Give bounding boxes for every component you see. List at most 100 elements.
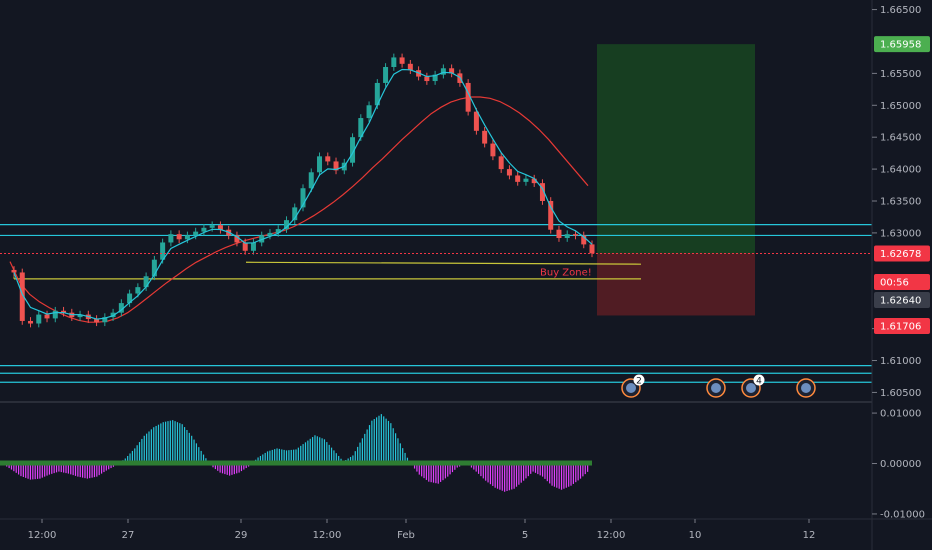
candle-body[interactable] (36, 314, 42, 324)
candle-body[interactable] (589, 244, 595, 254)
time-tick-label: 12 (803, 530, 816, 541)
price-tick-label: 1.64000 (880, 165, 921, 176)
candle-body[interactable] (19, 272, 25, 321)
candle-body[interactable] (572, 234, 578, 236)
candle-body[interactable] (473, 111, 479, 131)
candle-body[interactable] (275, 229, 281, 233)
event-marker[interactable]: 4 (741, 374, 765, 398)
candle-body[interactable] (523, 178, 529, 182)
time-tick-label: 27 (122, 530, 135, 541)
candle-body[interactable] (358, 118, 364, 138)
candle-body[interactable] (482, 130, 488, 144)
price-tag[interactable]: 1.61706 (874, 318, 930, 334)
candle-body[interactable] (366, 105, 372, 119)
candle-body[interactable] (110, 312, 116, 318)
price-tick-label: 1.66500 (880, 5, 921, 16)
candle-body[interactable] (184, 235, 190, 240)
candle-body[interactable] (564, 234, 570, 239)
price-tick-label: 1.65500 (880, 69, 921, 80)
candle-body[interactable] (283, 220, 289, 230)
trend-line-upper[interactable] (245, 261, 642, 265)
candle-body[interactable] (52, 310, 58, 319)
candle-body[interactable] (127, 293, 133, 304)
candle-body[interactable] (176, 234, 182, 240)
price-tag[interactable]: 00:56 (874, 274, 930, 290)
candle-body[interactable] (490, 143, 496, 157)
candle-body[interactable] (193, 231, 199, 236)
candle-body[interactable] (44, 314, 50, 319)
candle-body[interactable] (135, 287, 141, 294)
candle-body[interactable] (300, 188, 306, 208)
candle-body[interactable] (440, 68, 446, 75)
candle-body[interactable] (61, 310, 67, 313)
candle-body[interactable] (209, 225, 215, 228)
buy-zone-annotation[interactable]: Buy Zone! (540, 268, 592, 279)
candle-body[interactable] (217, 225, 223, 230)
candle-body[interactable] (201, 227, 207, 232)
price-tag-box (874, 36, 930, 53)
time-tick-label: Feb (397, 530, 415, 541)
candle-body[interactable] (432, 74, 438, 82)
candle-body[interactable] (317, 156, 323, 173)
candle-body[interactable] (539, 183, 545, 201)
price-tag-label: 1.62678 (880, 249, 921, 260)
candle-body[interactable] (102, 317, 108, 323)
candle-body[interactable] (151, 259, 157, 277)
event-badge-count: 4 (756, 377, 762, 387)
candle-body[interactable] (143, 276, 149, 288)
candle-body[interactable] (118, 303, 124, 313)
price-tag-box (874, 245, 930, 262)
candle-body[interactable] (531, 178, 537, 184)
candle-body[interactable] (399, 57, 405, 64)
price-tag[interactable]: 1.62678 (874, 245, 930, 262)
loss-zone[interactable] (597, 253, 755, 316)
candle-body[interactable] (391, 57, 397, 67)
candle-body[interactable] (77, 314, 83, 318)
candle-body[interactable] (292, 207, 298, 221)
candle-body[interactable] (424, 76, 430, 82)
candle-body[interactable] (325, 156, 331, 162)
price-tag-label: 1.62640 (880, 296, 921, 307)
price-tag-label: 00:56 (880, 278, 909, 289)
price-tick-label: 1.63000 (880, 228, 921, 239)
candle-body[interactable] (465, 82, 471, 112)
event-marker[interactable]: 2 (621, 374, 645, 398)
price-tag[interactable]: 1.65958 (874, 36, 930, 53)
price-tick-label: 1.61000 (880, 356, 921, 367)
event-marker[interactable] (706, 378, 726, 398)
candle-body[interactable] (28, 320, 34, 324)
candle-body[interactable] (407, 63, 413, 71)
candle-body[interactable] (374, 82, 380, 106)
candle-body[interactable] (308, 172, 314, 189)
time-tick-label: 12:00 (313, 530, 342, 541)
candle-body[interactable] (94, 319, 100, 323)
candle-body[interactable] (581, 235, 587, 245)
time-tick-label: 10 (689, 530, 702, 541)
price-tag-box (874, 274, 930, 290)
candle-body[interactable] (515, 175, 521, 182)
price-tag[interactable]: 1.62640 (874, 292, 930, 308)
price-tick-label: 1.63500 (880, 197, 921, 208)
profit-zone[interactable] (597, 44, 755, 254)
indicator-tick-label: -0.01000 (880, 509, 925, 520)
candle-body[interactable] (556, 229, 562, 239)
candle-body[interactable] (498, 156, 504, 170)
candle-body[interactable] (333, 161, 339, 171)
candle-body[interactable] (449, 68, 455, 74)
indicator-tick-label: 0.01000 (880, 409, 921, 420)
candle-body[interactable] (242, 242, 248, 251)
candle-body[interactable] (234, 235, 240, 243)
candle-body[interactable] (506, 169, 512, 176)
candle-body[interactable] (168, 234, 174, 243)
event-marker[interactable] (796, 378, 816, 398)
event-badge-count: 2 (636, 377, 642, 387)
event-badge (633, 374, 645, 386)
candle-body[interactable] (267, 232, 273, 236)
candle-body[interactable] (548, 201, 554, 230)
candle-body[interactable] (160, 242, 166, 260)
candle-body[interactable] (383, 67, 389, 83)
candle-body[interactable] (11, 269, 17, 273)
candle-body[interactable] (350, 137, 356, 163)
candle-body[interactable] (250, 242, 256, 251)
